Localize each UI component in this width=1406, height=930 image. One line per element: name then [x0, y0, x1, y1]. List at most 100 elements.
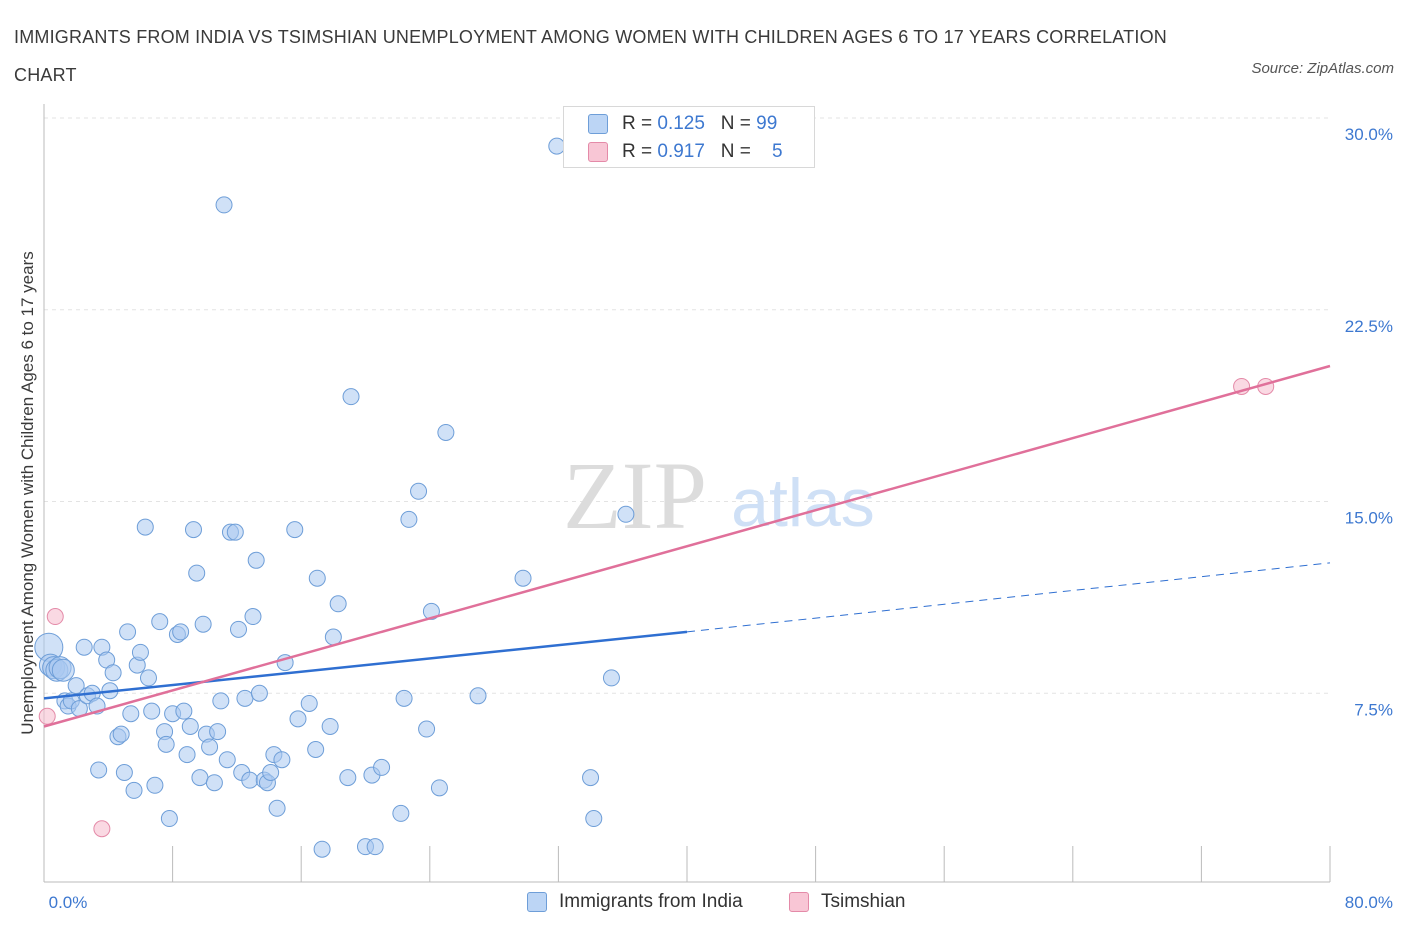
x-tick-label: 80.0% — [1345, 893, 1393, 912]
trend-lines — [43, 364, 1331, 728]
trend-line-tsimshian — [43, 364, 1331, 728]
trend-line-india — [43, 630, 688, 700]
point-india — [339, 769, 357, 787]
point-india — [184, 521, 202, 539]
point-india — [400, 510, 418, 528]
point-india — [157, 735, 175, 753]
legend-swatch-india — [588, 114, 608, 134]
correlation-legend: R = 0.125 N = 99 R = 0.917 N = 5 — [563, 106, 815, 168]
legend-n-label: N = — [720, 113, 757, 134]
point-india — [250, 684, 268, 702]
point-india — [418, 720, 436, 738]
legend-r-value: 0.125 — [657, 113, 705, 134]
point-india — [125, 781, 143, 799]
point-india — [119, 623, 137, 641]
series-swatch-tsimshian — [789, 892, 809, 912]
data-points — [34, 137, 1275, 858]
point-india — [51, 658, 75, 682]
watermark-atlas: atlas — [731, 465, 875, 541]
point-india — [143, 702, 161, 720]
point-india — [307, 740, 325, 758]
point-india — [178, 746, 196, 764]
legend-swatch-tsimshian — [588, 142, 608, 162]
point-india — [181, 717, 199, 735]
point-india — [131, 643, 149, 661]
point-india — [218, 751, 236, 769]
point-india — [392, 804, 410, 822]
legend-r-label: R = — [622, 141, 658, 162]
point-india — [151, 613, 169, 631]
point-india — [247, 551, 265, 569]
point-india — [602, 669, 620, 687]
gridlines — [44, 117, 1330, 694]
series-label-india: Immigrants from India — [559, 891, 743, 912]
series-label-tsimshian: Tsimshian — [821, 891, 906, 912]
legend-n-value: 5 — [771, 141, 783, 162]
point-india — [90, 761, 108, 779]
point-india — [191, 769, 209, 787]
point-india — [172, 623, 190, 641]
point-india — [617, 505, 635, 523]
point-india — [112, 725, 130, 743]
point-india — [430, 779, 448, 797]
point-india — [104, 664, 122, 682]
point-india — [122, 705, 140, 723]
legend-n-label: N = — [720, 141, 757, 162]
point-india — [395, 689, 413, 707]
point-india — [194, 615, 212, 633]
series-legend: Immigrants from India Tsimshian — [0, 890, 1406, 916]
legend-r-label: R = — [622, 113, 658, 134]
point-india — [115, 764, 133, 782]
trend-line-india-extension — [686, 562, 1331, 633]
point-tsimshian — [93, 820, 111, 838]
point-india — [437, 423, 455, 441]
axes — [43, 104, 1331, 883]
point-india — [146, 776, 164, 794]
point-india — [236, 689, 254, 707]
point-tsimshian — [38, 707, 56, 725]
point-india — [321, 717, 339, 735]
point-india — [136, 518, 154, 536]
point-india — [585, 810, 603, 828]
legend-n-value: 99 — [756, 113, 778, 134]
point-india — [160, 810, 178, 828]
point-india — [230, 620, 248, 638]
y-tick-label: 22.5% — [1345, 317, 1393, 336]
chart-title: IMMIGRANTS FROM INDIA VS TSIMSHIAN UNEMP… — [14, 27, 1167, 85]
point-india — [469, 687, 487, 705]
point-india — [209, 723, 227, 741]
point-india — [244, 608, 262, 626]
point-india — [205, 774, 223, 792]
point-india — [215, 196, 233, 214]
point-india — [366, 838, 384, 856]
point-india — [289, 710, 307, 728]
point-india — [268, 799, 286, 817]
point-india — [188, 564, 206, 582]
y-tick-label: 7.5% — [1354, 700, 1393, 719]
point-india — [67, 677, 85, 695]
point-india — [422, 602, 440, 620]
y-tick-label: 15.0% — [1345, 509, 1393, 528]
point-india — [300, 694, 318, 712]
point-india — [175, 702, 193, 720]
point-india — [273, 751, 291, 769]
point-india — [241, 771, 259, 789]
tick-labels: 7.5% 15.0% 22.5% 30.0% 0.0% 80.0% — [49, 125, 1393, 912]
x-tick-label: 0.0% — [49, 893, 88, 912]
point-india — [262, 764, 280, 782]
point-india — [342, 388, 360, 406]
point-india — [286, 521, 304, 539]
point-india — [308, 569, 326, 587]
watermark-zip: ZIP — [563, 442, 707, 549]
point-india — [582, 769, 600, 787]
y-tick-label: 30.0% — [1345, 125, 1393, 144]
point-india — [226, 523, 244, 541]
point-india — [75, 638, 93, 656]
point-india — [212, 692, 230, 710]
point-tsimshian — [46, 608, 64, 626]
point-india — [329, 595, 347, 613]
point-india — [139, 669, 157, 687]
series-swatch-india — [527, 892, 547, 912]
source-credit: Source: ZipAtlas.com — [1251, 60, 1394, 77]
